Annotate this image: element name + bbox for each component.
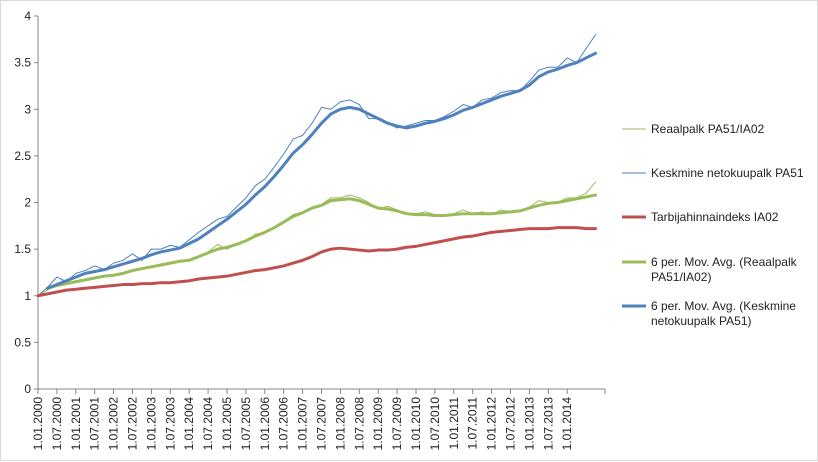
legend-label: 6 per. Mov. Avg. (Reaalpalk PA51/IA02)	[651, 255, 798, 284]
x-tick-label: 1.01.2012	[485, 397, 499, 451]
legend-item: Tarbijahinnaindeks IA02	[622, 210, 779, 224]
legend-item: Reaalpalk PA51/IA02	[622, 122, 765, 136]
series-line-4	[45, 51, 598, 290]
legend-label: Reaalpalk PA51/IA02	[651, 122, 765, 136]
series-lines	[36, 34, 598, 298]
x-tick-label: 1.01.2011	[447, 397, 461, 450]
y-tick-label: 3.5	[14, 56, 31, 70]
x-tick-label: 1.07.2004	[201, 397, 215, 451]
x-tick-label: 1.01.2013	[522, 397, 536, 451]
y-tick-label: 4	[24, 9, 31, 23]
x-tick-label: 1.07.2009	[390, 397, 404, 451]
x-tick-label: 1.01.2009	[371, 397, 385, 451]
legend-label: Keskmine netokuupalk PA51	[651, 166, 804, 180]
x-tick-label: 1.01.2007	[296, 397, 310, 451]
x-tick-label: 1.07.2001	[88, 397, 102, 451]
x-tick-label: 1.01.2004	[182, 397, 196, 451]
legend-item: 6 per. Mov. Avg. (Keskmine netokuupalk PA…	[622, 299, 796, 328]
x-tick-label: 1.07.2012	[504, 397, 518, 451]
x-tick-label: 1.01.2014	[560, 397, 574, 451]
series-line-1	[37, 34, 597, 297]
legend-label: 6 per. Mov. Avg. (Keskmine netokuupalk PA…	[651, 299, 796, 328]
x-tick-label: 1.01.2002	[107, 397, 121, 451]
y-tick-label: 0.5	[14, 335, 31, 349]
legend-item: Keskmine netokuupalk PA51	[622, 166, 804, 180]
x-tick-label: 1.01.2010	[409, 397, 423, 451]
x-tick-label: 1.07.2007	[315, 397, 329, 451]
legend-label: Tarbijahinnaindeks IA02	[651, 210, 779, 224]
x-tick-label: 1.07.2003	[163, 397, 177, 451]
x-tick-label: 1.01.2001	[69, 397, 83, 451]
y-tick-label: 1	[24, 289, 31, 303]
y-tick-label: 1.5	[14, 242, 31, 256]
x-tick-label: 1.07.2008	[352, 397, 366, 451]
x-tick-label: 1.01.2003	[144, 397, 158, 451]
y-tick-label: 2	[24, 196, 31, 210]
series-line-2	[36, 226, 598, 298]
x-tick-label: 1.01.2000	[31, 397, 45, 451]
x-tick-label: 1.07.2010	[428, 397, 442, 451]
x-tick-label: 1.01.2006	[258, 397, 272, 451]
axes: 0 0.5 1 1.5 2 2.5 3 3.5 4 1.01.2000 1.07.2000 1.01.…	[14, 9, 606, 451]
x-tick-label: 1.07.2005	[239, 397, 253, 451]
y-tick-label: 3	[24, 102, 31, 116]
x-tick-label: 1.07.2006	[277, 397, 291, 451]
x-tick-label: 1.01.2008	[333, 397, 347, 451]
y-tick-label: 0	[24, 382, 31, 396]
legend: Reaalpalk PA51/IA02 Keskmine netokuupalk …	[622, 122, 804, 328]
series-line-0	[37, 181, 597, 297]
x-tick-label: 1.07.2011	[466, 397, 480, 450]
y-tick-label: 2.5	[14, 149, 31, 163]
series-line-3	[45, 193, 598, 290]
x-tick-label: 1.07.2000	[50, 397, 64, 451]
x-tick-label: 1.01.2005	[220, 397, 234, 451]
x-tick-label: 1.07.2002	[126, 397, 140, 451]
x-tick-label: 1.07.2013	[541, 397, 555, 451]
legend-item: 6 per. Mov. Avg. (Reaalpalk PA51/IA02)	[622, 255, 798, 284]
